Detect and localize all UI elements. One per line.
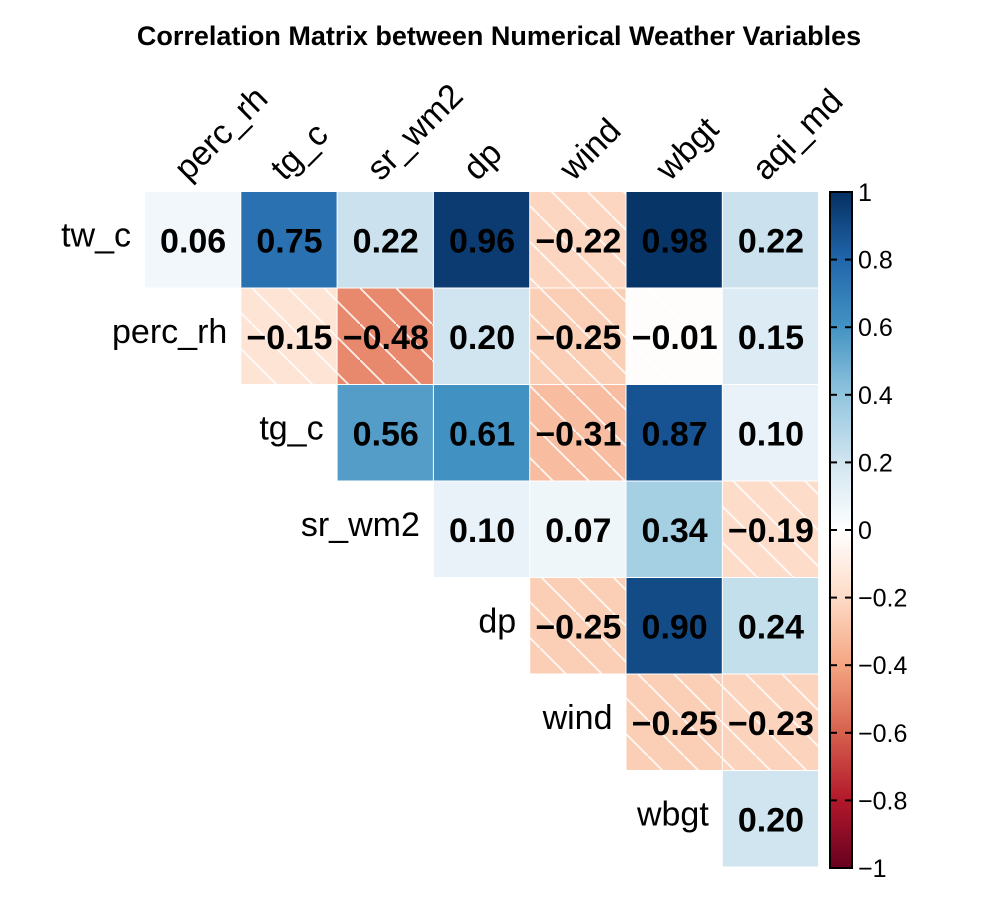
row-label: wind (542, 699, 613, 737)
heatmap-cell (722, 192, 819, 288)
column-label: perc_rh (167, 79, 275, 187)
cell-value-label: −0.23 (728, 705, 814, 743)
row-label: tg_c (259, 409, 323, 447)
cell-value-label: 0.75 (256, 222, 322, 260)
heatmap-cells (145, 192, 819, 867)
heatmap-cell (626, 385, 722, 481)
cell-value-label: 0.61 (449, 415, 515, 453)
heatmap-cell (722, 578, 819, 674)
colorbar-tick-label: 0.6 (858, 314, 893, 342)
value-labels: 0.06 0.75 0.22 0.96 −0.22 0.98 0.22 −0.15 −0.48 0… (160, 222, 814, 839)
cell-value-label: −0.19 (728, 512, 814, 550)
row-label: sr_wm2 (301, 506, 420, 544)
cell-value-label: 0.56 (353, 415, 419, 453)
cell-value-label: 0.20 (449, 319, 515, 357)
colorbar-ticks: 1 0.8 0.6 0.4 0.2 0 −0.2 −0.4 −0.6 −0.8 −1 (830, 179, 907, 883)
row-label: perc_rh (112, 313, 227, 351)
cell-value-label: 0.10 (449, 512, 515, 550)
colorbar-tick-label: 0.4 (858, 382, 893, 410)
cell-value-label: −0.31 (535, 415, 621, 453)
cell-value-label: 0.20 (738, 801, 804, 839)
colorbar-tick-label: −0.6 (858, 720, 907, 748)
negative-hatch (530, 288, 626, 384)
cell-value-label: −0.22 (535, 222, 621, 260)
column-label: aqi_md (745, 82, 851, 188)
negative-hatch (722, 481, 819, 577)
cell-value-label: −0.48 (343, 319, 429, 357)
cell-value-label: −0.15 (246, 319, 332, 357)
heatmap-cell (722, 288, 819, 384)
negative-hatch (626, 288, 722, 384)
negative-hatch (530, 578, 626, 674)
heatmap-cell (337, 192, 433, 288)
heatmap-cell (433, 192, 530, 288)
heatmap-cell (626, 192, 722, 288)
cell-value-label: 0.22 (738, 222, 804, 260)
colorbar-tick-label: 0 (858, 517, 872, 545)
row-label: wbgt (636, 795, 709, 833)
colorbar-tick-label: −0.2 (858, 585, 907, 613)
heatmap-cell (626, 578, 722, 674)
colorbar: 1 0.8 0.6 0.4 0.2 0 −0.2 −0.4 −0.6 −0.8 −1 (829, 179, 907, 883)
heatmap-cell (530, 481, 626, 577)
colorbar-tick-label: −0.8 (858, 787, 907, 815)
column-label: sr_wm2 (360, 77, 471, 188)
heatmap-cell (433, 481, 530, 577)
heatmap-cell (433, 385, 530, 481)
negative-hatch (626, 674, 722, 770)
cell-value-label: 0.22 (353, 222, 419, 260)
colorbar-tick-label: 0.8 (858, 247, 893, 275)
negative-hatch (530, 385, 626, 481)
heatmap-cell (722, 771, 819, 867)
colorbar-tick-label: −1 (858, 855, 887, 883)
column-label: wind (551, 111, 628, 188)
colorbar-tick-label: 0.2 (858, 449, 893, 477)
cell-value-label: 0.06 (160, 222, 226, 260)
cell-value-label: 0.96 (449, 222, 515, 260)
heatmap-cell (433, 288, 530, 384)
cell-value-label: 0.90 (642, 608, 708, 646)
negative-hatch (241, 288, 337, 384)
negative-hatch (722, 674, 819, 770)
row-label: tw_c (61, 216, 131, 254)
heatmap-cell (337, 385, 433, 481)
cell-value-label: −0.01 (632, 319, 718, 357)
cell-value-label: 0.15 (738, 319, 804, 357)
row-label: dp (478, 602, 516, 640)
negative-hatch (530, 192, 626, 288)
cell-value-label: −0.25 (632, 705, 718, 743)
colorbar-tick-label: 1 (858, 179, 872, 207)
cell-value-label: 0.87 (642, 415, 708, 453)
heatmap-cell (626, 481, 722, 577)
colorbar-tick-label: −0.4 (858, 652, 907, 680)
cell-value-label: −0.25 (535, 319, 621, 357)
heatmap-cell (145, 192, 241, 288)
cell-value-label: 0.10 (738, 415, 804, 453)
column-label: dp (456, 134, 510, 188)
negative-hatch (337, 288, 433, 384)
heatmap-cell (722, 385, 819, 481)
column-label: wbgt (648, 110, 727, 189)
cell-value-label: 0.34 (642, 512, 708, 550)
cell-value-label: 0.24 (738, 608, 804, 646)
cell-value-label: 0.07 (545, 512, 611, 550)
chart-title: Correlation Matrix between Numerical Wea… (137, 21, 861, 51)
heatmap-cell (241, 192, 337, 288)
column-label: tg_c (263, 115, 335, 187)
cell-value-label: −0.25 (535, 608, 621, 646)
cell-value-label: 0.98 (642, 222, 708, 260)
